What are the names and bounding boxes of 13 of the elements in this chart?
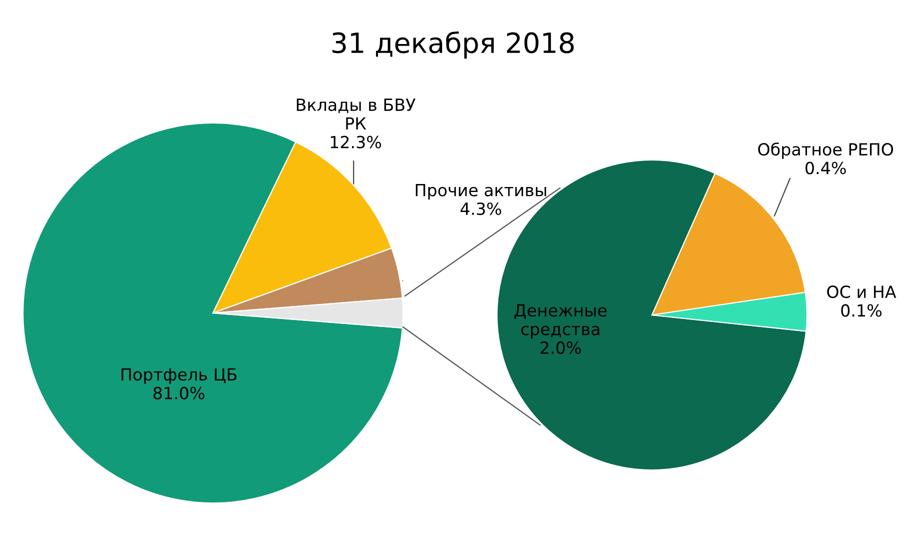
- slice-label: Вклады в БВУ РК: [296, 98, 416, 130]
- data-label: 81.0%: [153, 386, 204, 400]
- slice-label: Прочие активы: [416, 184, 546, 200]
- data-label: 2.0%: [540, 341, 581, 354]
- slice-label: ОС и НА: [827, 286, 896, 298]
- chart-title: 31 декабря 2018: [332, 31, 574, 59]
- slice-label: Обратное РЕПО: [758, 142, 894, 159]
- slice-label: Денежные средства: [514, 304, 607, 339]
- data-label: 12.3%: [330, 136, 382, 148]
- data-label: 4.3%: [460, 202, 502, 216]
- slice-label: Портфель ЦБ: [122, 368, 236, 384]
- data-label: 0.4%: [806, 162, 846, 174]
- data-label: 0.1%: [841, 304, 882, 317]
